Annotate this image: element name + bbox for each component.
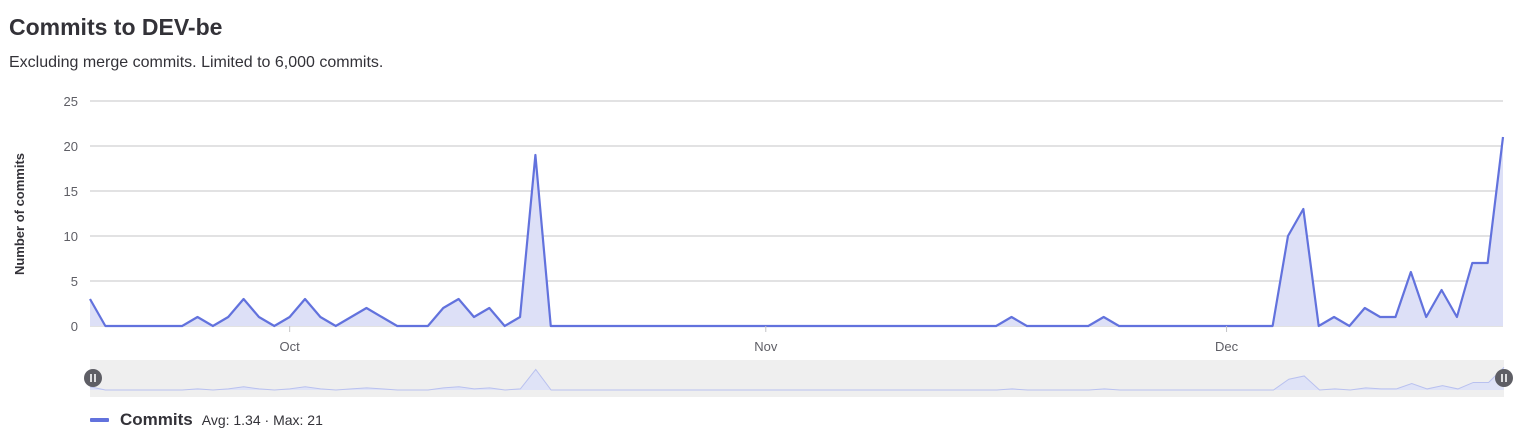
plot-area	[89, 136, 1505, 328]
legend-swatch	[90, 418, 109, 422]
y-axis-ticks: 0 5 10 15 20 25	[64, 94, 78, 334]
legend-series-name: Commits	[120, 410, 193, 429]
y-axis-label: Number of commits	[12, 153, 27, 275]
y-tick-label-15: 15	[64, 184, 78, 199]
x-axis-ticks: Oct Nov Dec	[280, 326, 1239, 354]
y-tick-label-5: 5	[71, 274, 78, 289]
y-tick-label-20: 20	[64, 139, 78, 154]
slider-preview-line	[89, 366, 1505, 391]
slider-handle-left[interactable]	[84, 369, 102, 387]
chart-legend[interactable]: Commits Avg: 1.34 · Max: 21	[90, 410, 323, 430]
x-tick-label-nov: Nov	[754, 339, 778, 354]
series-line-commits	[89, 136, 1505, 328]
x-tick-label-oct: Oct	[280, 339, 301, 354]
slider-handle-knob[interactable]	[1495, 369, 1513, 387]
slider-handle-knob[interactable]	[84, 369, 102, 387]
legend-series-stats: Avg: 1.34 · Max: 21	[201, 412, 323, 428]
slider-handle-right[interactable]	[1495, 369, 1513, 387]
slider-track[interactable]	[90, 360, 1504, 397]
range-slider[interactable]	[84, 360, 1513, 397]
y-tick-label-25: 25	[64, 94, 78, 109]
y-tick-label-0: 0	[71, 319, 78, 334]
y-tick-label-10: 10	[64, 229, 78, 244]
page-title: Commits to DEV-be	[9, 14, 223, 40]
page-subtitle: Excluding merge commits. Limited to 6,00…	[9, 54, 384, 71]
x-tick-label-dec: Dec	[1215, 339, 1239, 354]
